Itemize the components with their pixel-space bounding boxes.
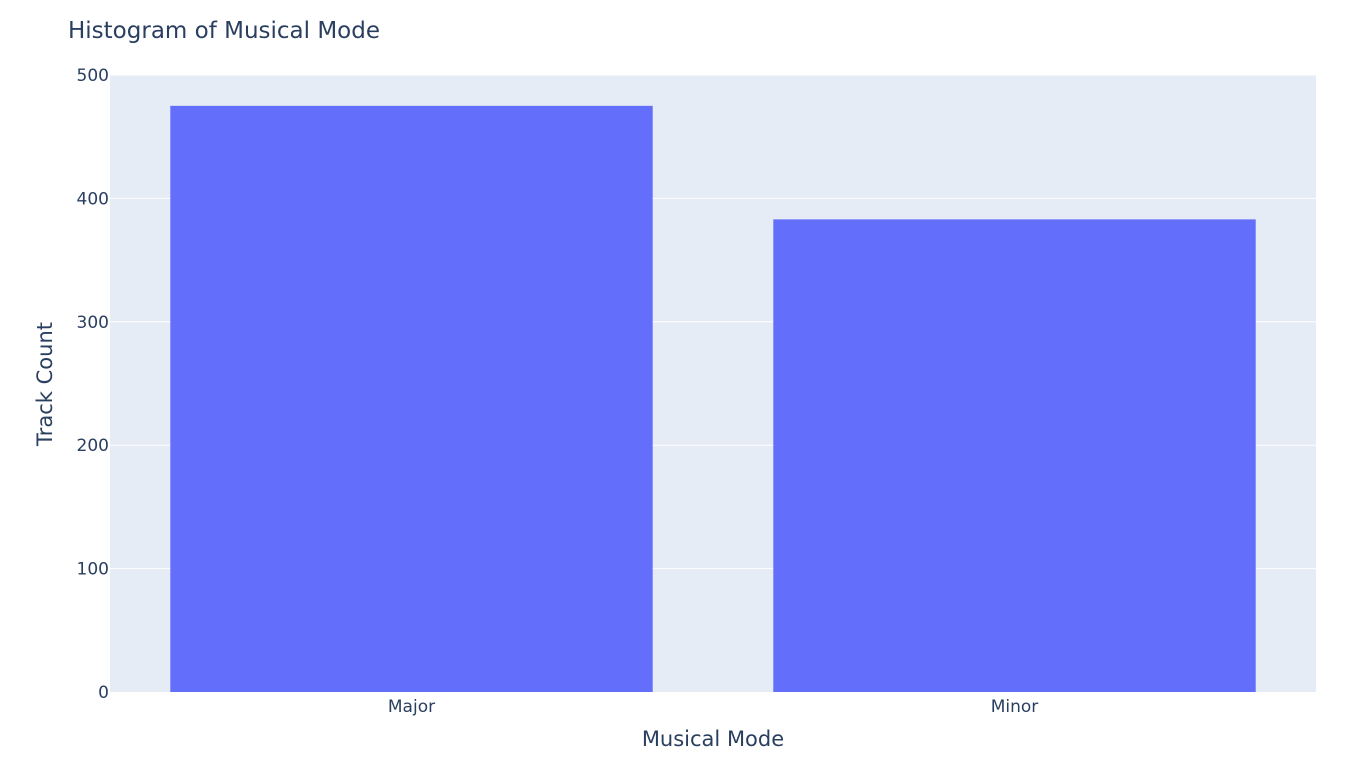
- y-tick-label: 400: [77, 189, 109, 209]
- y-axis-title: Track Count: [33, 322, 57, 447]
- bars: [170, 105, 1256, 693]
- x-axis-ticks: Major Minor: [388, 697, 1038, 717]
- bar-minor[interactable]: [773, 219, 1256, 693]
- x-tick-label: Minor: [991, 697, 1039, 717]
- y-tick-label: 100: [77, 560, 109, 580]
- y-axis-ticks: 0 100 200 300 400 500: [77, 66, 109, 703]
- chart-title: Histogram of Musical Mode: [68, 18, 380, 44]
- y-tick-label: 0: [98, 683, 109, 703]
- bar-major[interactable]: [170, 105, 653, 693]
- y-tick-label: 500: [77, 66, 109, 86]
- y-tick-label: 200: [77, 436, 109, 456]
- x-axis-title: Musical Mode: [642, 727, 784, 751]
- y-tick-label: 300: [77, 313, 109, 333]
- x-tick-label: Major: [388, 697, 435, 717]
